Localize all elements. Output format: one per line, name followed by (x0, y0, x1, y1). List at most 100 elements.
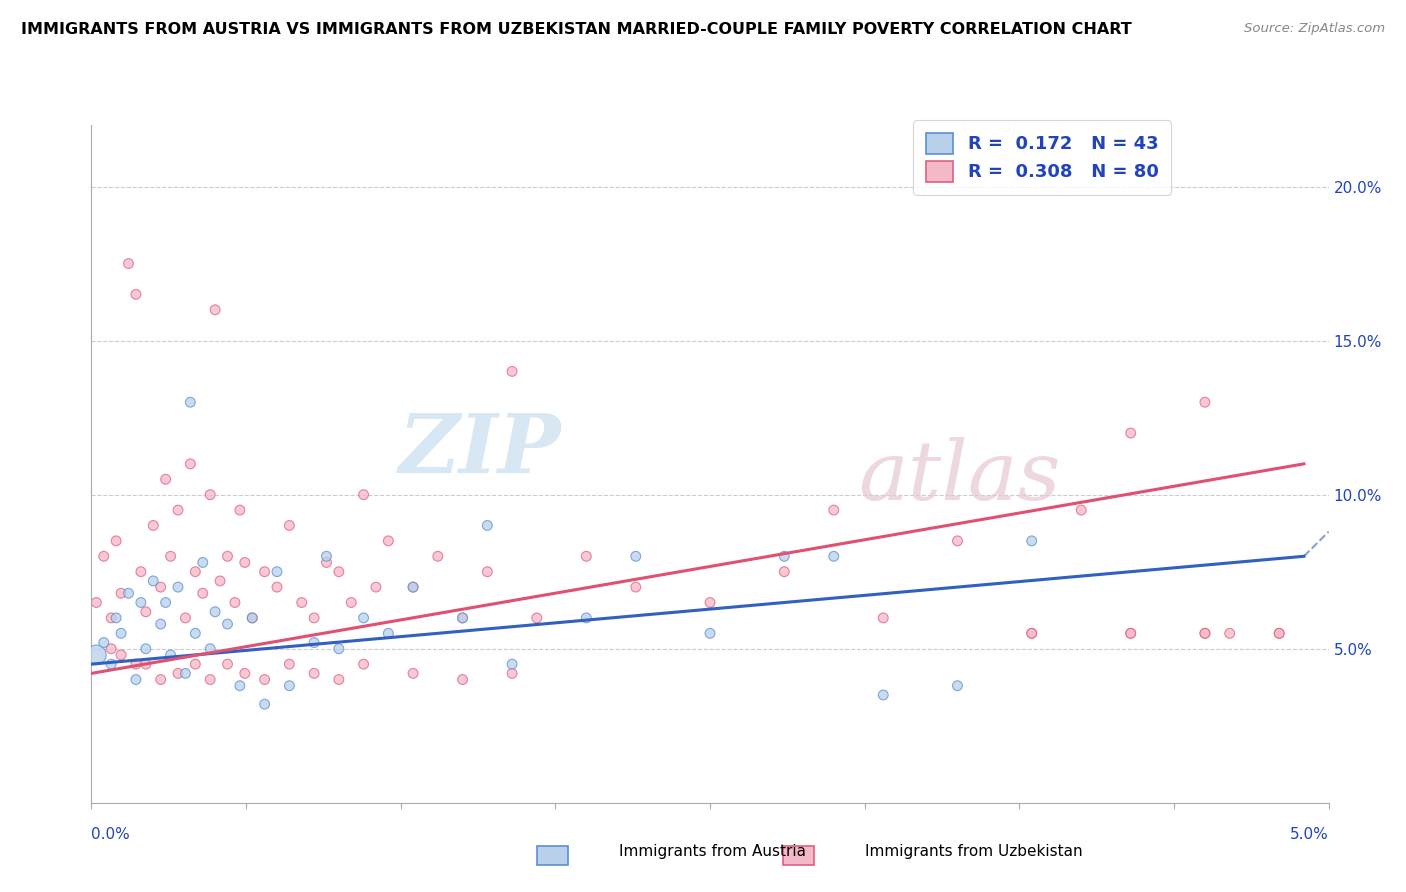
Point (1119, 425, 1142, 440)
Point (315, 556, 337, 570)
Text: Immigrants from Austria: Immigrants from Austria (619, 845, 806, 859)
Point (129, 595, 152, 609)
Text: Immigrants from Uzbekistan: Immigrants from Uzbekistan (865, 845, 1083, 859)
Point (149, 673, 172, 687)
Point (184, 657, 207, 672)
Point (184, 565, 207, 579)
Point (105, 611, 128, 625)
Point (184, 626, 207, 640)
Point (105, 533, 128, 548)
Point (204, 302, 226, 317)
Point (125, 673, 148, 687)
Point (1268, 626, 1291, 640)
Point (179, 395, 201, 409)
Point (575, 611, 598, 625)
Point (1021, 626, 1043, 640)
Point (174, 611, 197, 625)
Point (86, 648, 108, 662)
Point (266, 580, 288, 594)
Point (233, 666, 256, 681)
Point (1194, 626, 1216, 640)
Point (100, 611, 122, 625)
Point (291, 595, 314, 609)
Point (191, 556, 214, 570)
Point (93, 549, 115, 564)
Point (240, 611, 263, 625)
Point (575, 549, 598, 564)
Point (872, 688, 894, 702)
Point (1021, 626, 1043, 640)
Point (110, 586, 132, 600)
Text: 0.0%: 0.0% (91, 828, 131, 842)
Point (86, 595, 108, 609)
Legend: R =  0.172   N = 43, R =  0.308   N = 80: R = 0.172 N = 43, R = 0.308 N = 80 (914, 120, 1171, 194)
Point (142, 518, 165, 533)
Point (117, 256, 139, 270)
Point (1194, 395, 1216, 409)
Point (1119, 626, 1142, 640)
Point (278, 518, 301, 533)
Point (328, 673, 350, 687)
Point (129, 565, 152, 579)
Point (377, 533, 399, 548)
Point (477, 565, 499, 579)
Point (278, 679, 301, 693)
Point (229, 679, 252, 693)
Point (353, 488, 375, 502)
Point (135, 605, 157, 619)
Point (253, 673, 276, 687)
Point (946, 533, 969, 548)
Point (142, 574, 165, 588)
Point (135, 657, 157, 672)
Point (377, 626, 399, 640)
Point (110, 626, 132, 640)
Point (328, 565, 350, 579)
Point (501, 364, 523, 378)
Point (1219, 626, 1241, 640)
Point (159, 648, 181, 662)
Point (451, 611, 474, 625)
Point (149, 617, 172, 632)
Point (198, 488, 221, 502)
Point (240, 611, 263, 625)
Point (217, 657, 239, 672)
Point (353, 657, 375, 672)
Point (167, 503, 190, 517)
Y-axis label: Married-Couple Family Poverty: Married-Couple Family Poverty (0, 352, 7, 575)
Point (402, 666, 425, 681)
Point (1070, 503, 1092, 517)
Point (501, 657, 523, 672)
Point (773, 565, 796, 579)
Point (167, 666, 190, 681)
Point (209, 574, 232, 588)
Point (204, 605, 226, 619)
Point (217, 617, 239, 632)
Point (93, 635, 115, 649)
Point (823, 549, 845, 564)
Point (110, 648, 132, 662)
Point (402, 580, 425, 594)
Point (302, 635, 325, 649)
Point (699, 626, 721, 640)
Point (278, 657, 301, 672)
Point (125, 657, 148, 672)
Point (353, 611, 375, 625)
Point (217, 549, 239, 564)
Point (233, 556, 256, 570)
Point (699, 595, 721, 609)
Point (198, 641, 221, 656)
Point (159, 549, 181, 564)
Point (117, 586, 139, 600)
Point (229, 503, 252, 517)
Point (253, 697, 276, 711)
Text: atlas: atlas (859, 437, 1062, 517)
Text: 5.0%: 5.0% (1289, 828, 1329, 842)
Point (946, 679, 969, 693)
Point (624, 549, 647, 564)
Text: ZIP: ZIP (399, 410, 561, 491)
Point (100, 641, 122, 656)
Point (135, 641, 157, 656)
Point (1194, 626, 1216, 640)
Point (198, 673, 221, 687)
Point (1021, 533, 1043, 548)
